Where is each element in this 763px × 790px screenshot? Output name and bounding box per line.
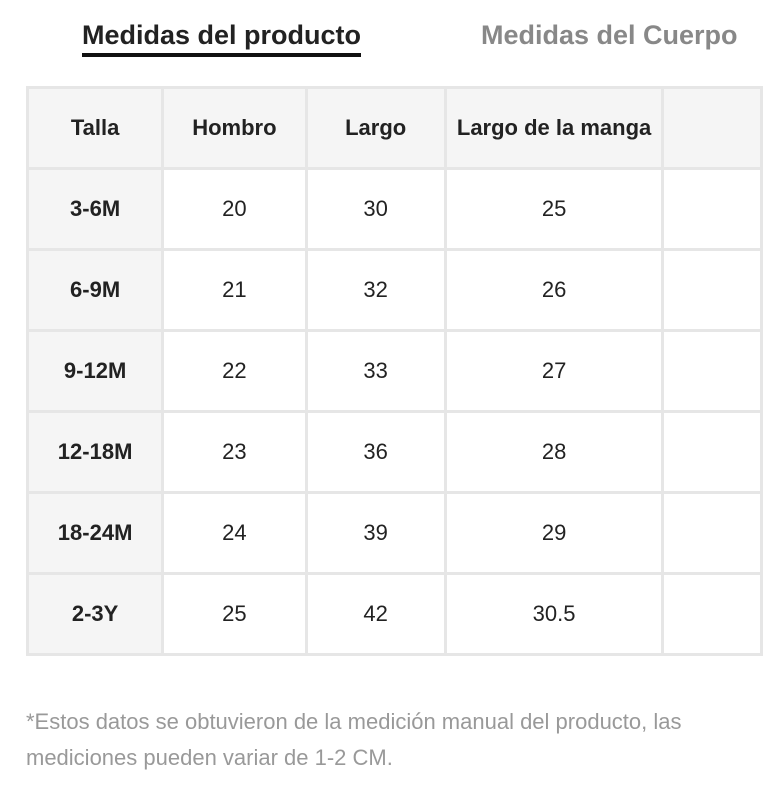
- table-row: 18-24M 24 39 29: [25, 491, 763, 575]
- cell-partial: [661, 491, 763, 575]
- value-cell: 27: [443, 329, 665, 413]
- value-cell: 36: [304, 410, 447, 494]
- size-cell: 2-3Y: [25, 572, 165, 656]
- table-row: 2-3Y 25 42 30.5: [25, 572, 763, 656]
- header-cell: Largo: [304, 86, 447, 170]
- value-cell: 21: [161, 248, 308, 332]
- header-cell: Talla: [25, 86, 165, 170]
- header-cell: Hombro: [161, 86, 308, 170]
- cell-partial: [661, 329, 763, 413]
- value-cell: 30.5: [443, 572, 665, 656]
- value-cell: 30: [304, 167, 447, 251]
- value-cell: 26: [443, 248, 665, 332]
- size-cell: 6-9M: [25, 248, 165, 332]
- tab-active[interactable]: Medidas del producto: [82, 20, 362, 57]
- value-cell: 23: [161, 410, 308, 494]
- cell-partial: [661, 248, 763, 332]
- header-cell-partial: [661, 86, 763, 170]
- size-cell: 9-12M: [25, 329, 165, 413]
- size-cell: 3-6M: [25, 167, 165, 251]
- table-row: 12-18M 23 36 28: [25, 410, 763, 494]
- size-table: Talla Hombro Largo Largo de la manga 3-6M 20…: [25, 86, 763, 656]
- size-cell: 12-18M: [25, 410, 165, 494]
- value-cell: 32: [304, 248, 447, 332]
- value-cell: 28: [443, 410, 665, 494]
- tab[interactable]: Medidas del Cuerpo: [481, 20, 738, 50]
- value-cell: 24: [161, 491, 308, 575]
- cell-partial: [661, 572, 763, 656]
- table-row: 6-9M 21 32 26: [25, 248, 763, 332]
- value-cell: 33: [304, 329, 447, 413]
- table-row: 3-6M 20 30 25: [25, 167, 763, 251]
- value-cell: 22: [161, 329, 308, 413]
- cell-partial: [661, 167, 763, 251]
- size-cell: 18-24M: [25, 491, 165, 575]
- value-cell: 42: [304, 572, 447, 656]
- header-row: Talla Hombro Largo Largo de la manga: [25, 86, 763, 170]
- value-cell: 25: [443, 167, 665, 251]
- footnote: *Estos datos se obtuvieron de la medició…: [26, 709, 682, 770]
- cell-partial: [661, 410, 763, 494]
- value-cell: 29: [443, 491, 665, 575]
- value-cell: 39: [304, 491, 447, 575]
- value-cell: 25: [161, 572, 308, 656]
- table-body: 3-6M 20 30 25 6-9M 21 32 26 9-12M 22 33 27 12-18M 23 3…: [25, 167, 763, 656]
- table-row: 9-12M 22 33 27: [25, 329, 763, 413]
- value-cell: 20: [161, 167, 308, 251]
- header-cell: Largo de la manga: [443, 86, 665, 170]
